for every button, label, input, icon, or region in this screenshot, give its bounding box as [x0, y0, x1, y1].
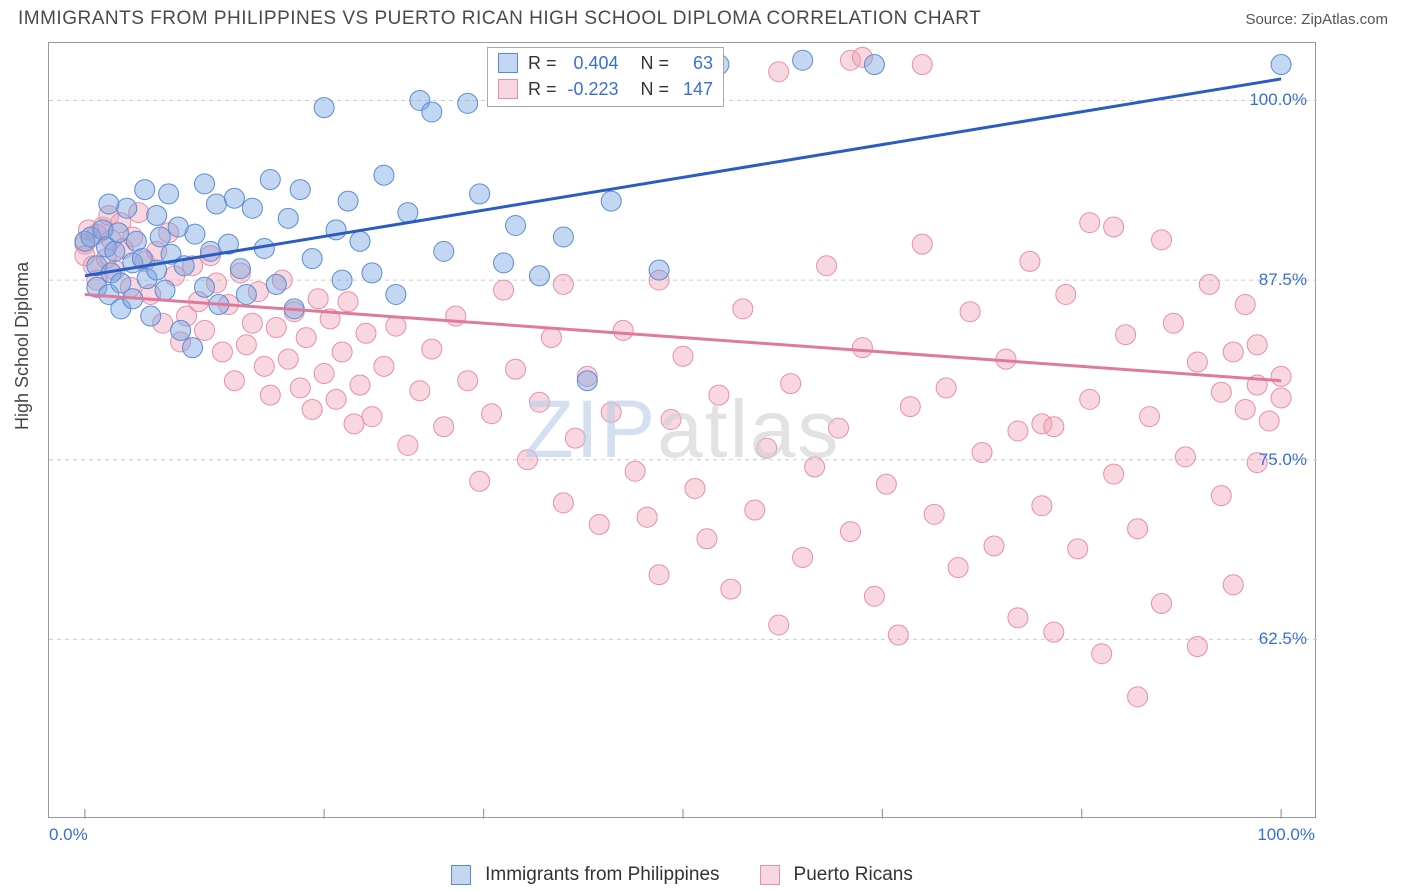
swatch-icon: [498, 53, 518, 73]
r-label: R =: [528, 50, 557, 76]
source-attribution: Source: ZipAtlas.com: [1245, 11, 1388, 28]
y-tick-label: 62.5%: [1259, 629, 1307, 649]
swatch-icon: [498, 79, 518, 99]
y-tick-label: 75.0%: [1259, 450, 1307, 470]
legend-label: Immigrants from Philippines: [485, 864, 719, 886]
legend-stats-row-puerto-ricans: R = -0.223 N = 147: [498, 76, 713, 102]
legend-item-philippines: Immigrants from Philippines: [451, 864, 719, 886]
legend-stats-box: R = 0.404 N = 63 R = -0.223 N = 147: [487, 47, 724, 107]
n-label: N =: [641, 50, 670, 76]
header: IMMIGRANTS FROM PHILIPPINES VS PUERTO RI…: [0, 0, 1406, 40]
r-value: -0.223: [561, 76, 619, 102]
legend-bottom: Immigrants from Philippines Puerto Rican…: [48, 864, 1316, 886]
r-value: 0.404: [561, 50, 619, 76]
legend-stats-row-philippines: R = 0.404 N = 63: [498, 50, 713, 76]
chart-title: IMMIGRANTS FROM PHILIPPINES VS PUERTO RI…: [18, 8, 981, 30]
y-tick-label: 87.5%: [1259, 270, 1307, 290]
x-tick-label: 0.0%: [49, 825, 88, 845]
swatch-icon: [760, 865, 780, 885]
legend-label: Puerto Ricans: [794, 864, 913, 886]
chart-plot-area: ZIPatlas R = 0.404 N = 63 R = -0.223 N =…: [48, 42, 1316, 818]
chart-svg: [49, 43, 1317, 819]
x-tick-label: 100.0%: [1257, 825, 1315, 845]
r-label: R =: [528, 76, 557, 102]
y-tick-label: 100.0%: [1249, 90, 1307, 110]
n-value: 147: [673, 76, 713, 102]
y-axis-label: High School Diploma: [12, 262, 33, 430]
swatch-icon: [451, 865, 471, 885]
legend-item-puerto-ricans: Puerto Ricans: [760, 864, 913, 886]
n-label: N =: [641, 76, 670, 102]
n-value: 63: [673, 50, 713, 76]
